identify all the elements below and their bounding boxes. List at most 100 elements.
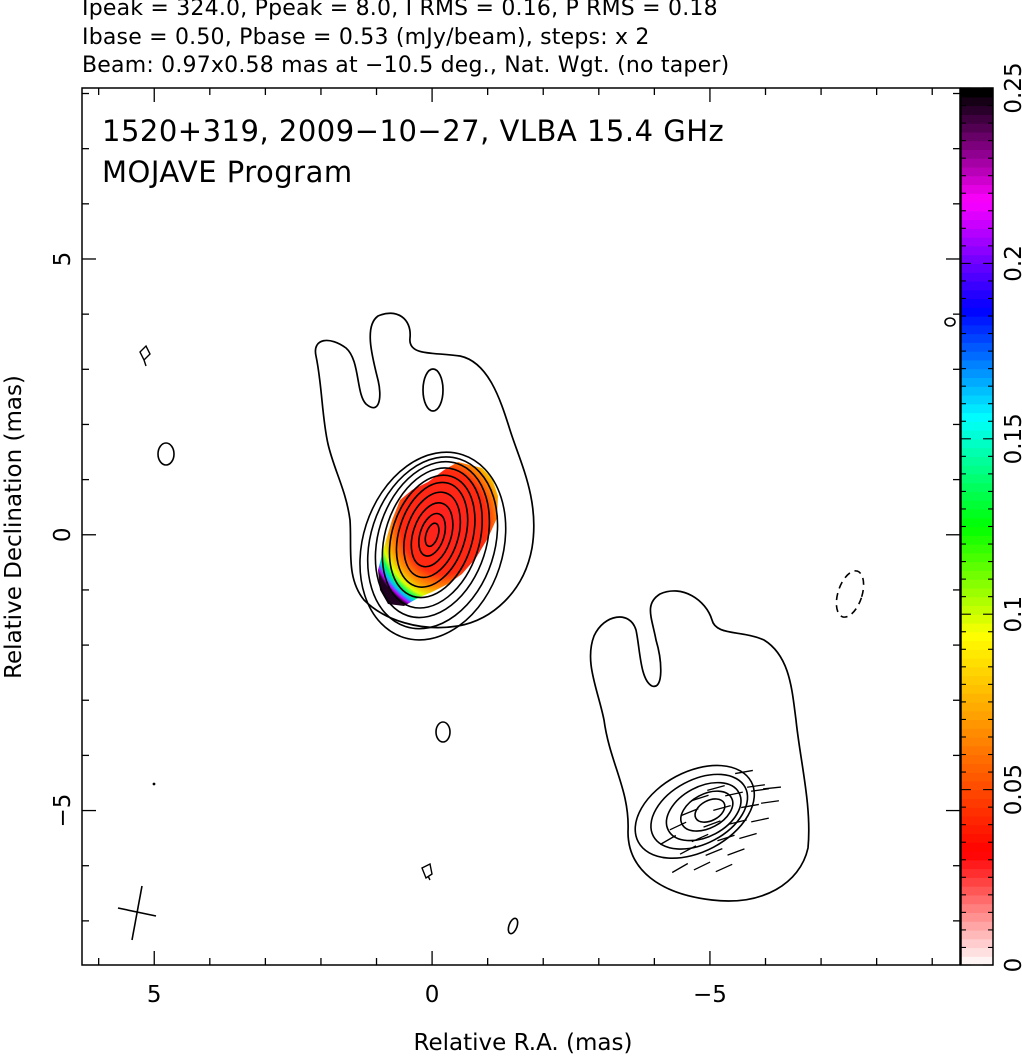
x-tick-label: 5 — [147, 982, 162, 1008]
core-outer-contour — [314, 312, 535, 629]
beam-symbol — [117, 885, 157, 941]
colorbar-segment — [961, 842, 993, 852]
colorbar-segment — [961, 921, 993, 931]
evpa-vector — [760, 800, 780, 804]
colorbar-segment — [961, 859, 993, 870]
core-contour-level — [366, 456, 499, 630]
y-tick-label: 0 — [50, 527, 76, 542]
colorbar-segment — [961, 394, 993, 405]
colorbar-segment — [961, 184, 993, 194]
evpa-vector — [705, 848, 723, 856]
colorbar-segment — [961, 140, 993, 150]
colorbar-tick-label: 0 — [1001, 958, 1022, 973]
colorbar-segment — [961, 535, 993, 545]
colorbar-segment — [961, 202, 993, 212]
colorbar-segment — [961, 517, 993, 528]
colorbar-segment — [961, 886, 993, 896]
jet-contour-level — [665, 781, 742, 842]
jet-outer-contour — [589, 590, 810, 902]
evpa-vector — [659, 834, 677, 846]
evpa-vector — [762, 786, 782, 790]
header-line-2: Ibase = 0.50, Pbase = 0.53 (mJy/beam), s… — [82, 25, 650, 50]
colorbar-segment — [961, 622, 993, 633]
small-contour-6 — [421, 862, 433, 881]
colorbar-segment — [961, 938, 993, 949]
colorbar-segment — [961, 719, 993, 729]
colorbar-segment — [961, 833, 993, 843]
colorbar-segment — [961, 500, 993, 510]
jet-contour-level — [634, 764, 756, 860]
colorbar-segment — [961, 798, 993, 808]
colorbar-segment — [961, 877, 993, 887]
axis-tick-labels: 5 0 −5 5 0 −5 — [50, 252, 727, 1008]
colorbar-segment — [961, 631, 993, 642]
colorbar-segment — [961, 482, 993, 493]
negative-contour — [835, 570, 865, 618]
colorbar-segment — [961, 447, 993, 457]
colorbar-segment — [961, 491, 993, 501]
evpa-vector — [746, 784, 766, 788]
evpa-vector — [729, 819, 747, 825]
colorbar-segment — [961, 175, 993, 186]
colorbar-ticks — [961, 87, 993, 966]
colorbar-segment — [961, 280, 993, 291]
colorbar-segment — [961, 903, 993, 913]
evpa-vector — [671, 862, 689, 874]
colorbar-segment — [961, 403, 993, 414]
colorbar-segment — [961, 675, 993, 685]
evpa-vector — [713, 805, 731, 811]
colorbar-segment — [961, 868, 993, 878]
colorbar-tick-label: 0.1 — [1001, 596, 1022, 633]
colorbar-segment — [961, 438, 993, 449]
core-contours — [359, 451, 507, 641]
core-contour-level — [395, 481, 469, 588]
colorbar-segment — [961, 772, 993, 782]
colorbar-segment — [961, 158, 993, 168]
evpa-vector — [727, 848, 745, 856]
colorbar-segment — [961, 666, 993, 677]
colorbar-segment — [961, 237, 993, 247]
colorbar-segment — [961, 947, 993, 957]
evpa-vector — [691, 794, 709, 802]
core-contour-level — [403, 491, 462, 579]
colorbar-segment — [961, 105, 993, 115]
colorbar-segment — [961, 605, 993, 615]
evpa-vector — [691, 833, 709, 843]
plot-title-line-1: 1520+319, 2009−10−27, VLBA 15.4 GHz — [102, 114, 725, 148]
evpa-vector — [669, 821, 687, 831]
evpa-vector — [703, 820, 721, 828]
colorbar-segment — [961, 815, 993, 826]
axis-ticks — [82, 88, 960, 965]
colorbar-segment — [961, 579, 993, 589]
evpa-vector — [717, 834, 735, 842]
colorbar-segment — [961, 850, 993, 861]
core-contour-level — [374, 460, 491, 619]
colorbar-segment — [961, 561, 993, 571]
colorbar-segment — [961, 377, 993, 387]
colorbar-segment — [961, 166, 993, 177]
colorbar-segment — [961, 701, 993, 712]
evpa-ticks — [659, 769, 782, 874]
colorbar-segment — [961, 114, 993, 124]
colorbar-segment — [961, 456, 993, 466]
y-tick-label: 5 — [50, 252, 76, 267]
colorbar-tick-label: 0.2 — [1001, 245, 1022, 282]
colorbar-tick-labels: 0 0.05 0.1 0.15 0.2 0.25 — [1001, 62, 1022, 972]
colorbar-segment — [961, 368, 993, 379]
colorbar-segment — [961, 658, 993, 668]
colorbar-segment — [961, 254, 993, 264]
core-contour-level — [381, 467, 484, 609]
evpa-vector — [725, 791, 743, 797]
evpa-vector — [707, 785, 725, 791]
colorbar-segment — [961, 307, 993, 317]
colorbar-segment — [961, 763, 993, 773]
colorbar-segment — [961, 684, 993, 694]
colorbar-segment — [961, 465, 993, 475]
colorbar-segment — [961, 316, 993, 326]
x-axis-label: Relative R.A. (mas) — [413, 1030, 633, 1056]
evpa-vector — [751, 817, 769, 823]
colorbar-segment — [961, 789, 993, 799]
y-axis-label: Relative Declination (mas) — [1, 375, 27, 679]
y-tick-label: −5 — [50, 794, 76, 828]
colorbar — [961, 88, 993, 966]
